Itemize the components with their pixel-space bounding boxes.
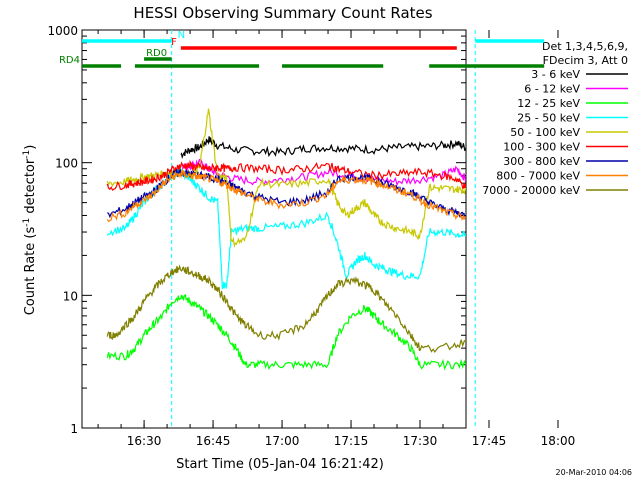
footer-timestamp: 20-Mar-2010 04:06 (556, 468, 633, 477)
flag-label: N (178, 30, 185, 41)
y-axis-label-part: detector (23, 158, 38, 218)
legend-entry-label: 800 - 7000 keV (496, 170, 580, 183)
flag-label: RD0 (146, 48, 167, 59)
x-tick-label: 17:45 (472, 434, 507, 448)
y-axis-label-superscript: -1 (22, 218, 32, 227)
x-tick-label: 16:30 (127, 434, 162, 448)
y-tick-label: 1 (70, 422, 78, 436)
x-tick-label: 18:00 (541, 434, 576, 448)
y-tick-label: 1000 (47, 24, 78, 38)
series-line (106, 169, 466, 223)
legend-header-line-2: FDecim 3, Att 0 (543, 54, 628, 67)
plot-frame (81, 29, 467, 429)
x-tick-label: 16:45 (196, 434, 231, 448)
legend-entry-label: 300 - 800 keV (503, 155, 580, 168)
flag-label: F (171, 37, 177, 48)
chart-title: HESSI Observing Summary Count Rates (133, 4, 432, 22)
x-tick-label: 17:00 (265, 434, 300, 448)
x-axis-label: Start Time (05-Jan-04 16:21:42) (176, 457, 384, 472)
series-line (175, 158, 466, 187)
y-axis-label-part: ) (23, 145, 38, 150)
legend-entry-label: 7000 - 20000 keV (482, 184, 580, 197)
plot-layer: 16:30 16:45 17:00 17:15 17:30 17:45 18:00 1 10 10… (47, 24, 628, 448)
legend-header-line-1: Det 1,3,4,5,6,9, (542, 40, 628, 53)
series-line (106, 293, 466, 371)
flag-label: RD4 (59, 55, 80, 66)
series-line (106, 159, 466, 191)
legend-entry-label: 3 - 6 keV (531, 68, 580, 81)
legend-entry-label: 12 - 25 keV (517, 97, 580, 110)
legend-entry-label: 50 - 100 keV (510, 126, 580, 139)
legend-entry-label: 6 - 12 keV (524, 83, 580, 96)
y-tick-label: 100 (55, 157, 78, 171)
y-axis-label-superscript: -1 (22, 150, 32, 159)
y-axis-label: Count Rate (s-1 detector-1) (22, 145, 38, 316)
series-line (106, 264, 466, 353)
x-tick-label: 17:30 (403, 434, 438, 448)
x-tick-label: 17:15 (334, 434, 369, 448)
y-axis-label-part: Count Rate (s (23, 227, 38, 316)
series-line (180, 136, 466, 159)
legend-entry-label: 100 - 300 keV (503, 141, 580, 154)
y-tick-label: 10 (63, 289, 78, 303)
legend-entry-label: 25 - 50 keV (517, 112, 580, 125)
